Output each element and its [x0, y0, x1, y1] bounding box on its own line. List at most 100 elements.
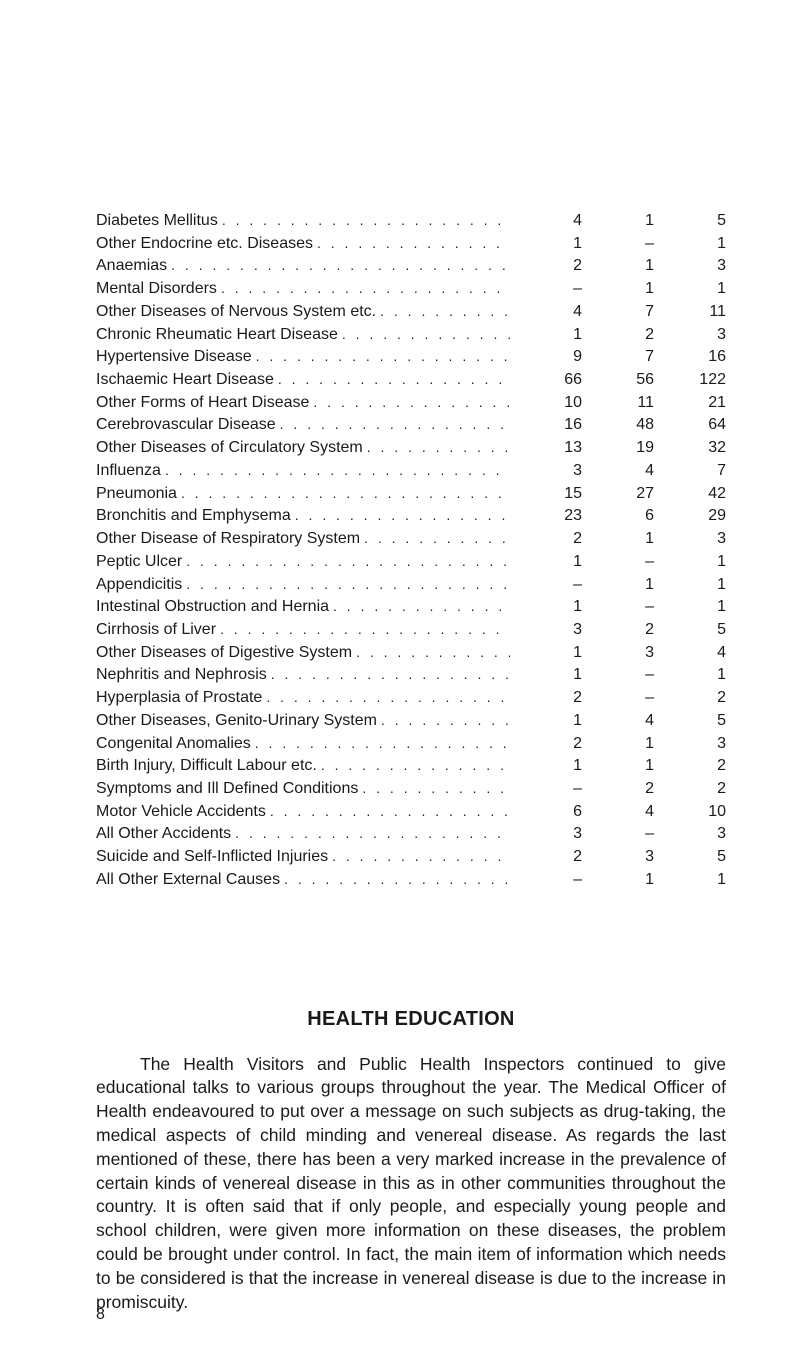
- col-2: –: [582, 664, 654, 687]
- col-3: 3: [654, 528, 726, 551]
- col-1: 6: [510, 801, 582, 824]
- row-label: Peptic Ulcer: [96, 551, 182, 574]
- col-2: 3: [582, 846, 654, 869]
- col-2: 11: [582, 392, 654, 415]
- row-label: Bronchitis and Emphysema: [96, 505, 291, 528]
- col-1: 1: [510, 642, 582, 665]
- row-label: Other Diseases of Digestive System: [96, 642, 352, 665]
- col-2: 48: [582, 414, 654, 437]
- col-3: 32: [654, 437, 726, 460]
- col-2: 19: [582, 437, 654, 460]
- table-row: All Other Accidents. . . . . . . . . . .…: [96, 823, 726, 846]
- table-row: Influenza. . . . . . . . . . . . . . . .…: [96, 460, 726, 483]
- col-2: –: [582, 823, 654, 846]
- row-label: Mental Disorders: [96, 278, 217, 301]
- leader-dots: . . . . . . . . . . . . . . . . . . . . …: [216, 620, 510, 640]
- row-label: Appendicitis: [96, 574, 182, 597]
- row-label: Cerebrovascular Disease: [96, 414, 276, 437]
- table-row: Hyperplasia of Prostate. . . . . . . . .…: [96, 687, 726, 710]
- table-row: Other Diseases of Nervous System etc.. .…: [96, 301, 726, 324]
- col-1: 3: [510, 460, 582, 483]
- table-row: Nephritis and Nephrosis. . . . . . . . .…: [96, 664, 726, 687]
- row-label: Pneumonia: [96, 483, 177, 506]
- row-label: Hyperplasia of Prostate: [96, 687, 262, 710]
- col-2: 6: [582, 505, 654, 528]
- row-label: Influenza: [96, 460, 161, 483]
- leader-dots: . . . . . . . . . . . . . . . . . . . . …: [217, 279, 510, 299]
- col-2: 27: [582, 483, 654, 506]
- col-3: 1: [654, 574, 726, 597]
- leader-dots: . . . . . . . . . . . . . . . . . . . . …: [280, 870, 510, 890]
- col-1: –: [510, 278, 582, 301]
- col-2: 1: [582, 733, 654, 756]
- col-3: 21: [654, 392, 726, 415]
- table-row: Motor Vehicle Accidents. . . . . . . . .…: [96, 801, 726, 824]
- col-3: 1: [654, 278, 726, 301]
- col-1: –: [510, 869, 582, 892]
- row-label: Hypertensive Disease: [96, 346, 252, 369]
- col-2: –: [582, 596, 654, 619]
- col-2: 1: [582, 755, 654, 778]
- col-3: 16: [654, 346, 726, 369]
- leader-dots: . . . . . . . . . . . . . . . . . . . . …: [338, 325, 510, 345]
- table-row: Mental Disorders. . . . . . . . . . . . …: [96, 278, 726, 301]
- row-label: Other Diseases of Circulatory System: [96, 437, 363, 460]
- row-label: Congenital Anomalies: [96, 733, 251, 756]
- col-3: 5: [654, 846, 726, 869]
- table-row: Pneumonia. . . . . . . . . . . . . . . .…: [96, 483, 726, 506]
- leader-dots: . . . . . . . . . . . . . . . . . . . . …: [317, 756, 510, 776]
- row-label: Suicide and Self-Inflicted Injuries: [96, 846, 328, 869]
- col-1: 1: [510, 233, 582, 256]
- col-2: 1: [582, 210, 654, 233]
- col-3: 11: [654, 301, 726, 324]
- col-1: 23: [510, 505, 582, 528]
- col-3: 3: [654, 733, 726, 756]
- row-label: Intestinal Obstruction and Hernia: [96, 596, 329, 619]
- col-2: –: [582, 551, 654, 574]
- col-1: 1: [510, 664, 582, 687]
- col-2: –: [582, 233, 654, 256]
- col-1: 10: [510, 392, 582, 415]
- col-1: 3: [510, 823, 582, 846]
- leader-dots: . . . . . . . . . . . . . . . . . . . . …: [262, 688, 510, 708]
- table-row: Anaemias. . . . . . . . . . . . . . . . …: [96, 255, 726, 278]
- row-label: Ischaemic Heart Disease: [96, 369, 274, 392]
- row-label: Diabetes Mellitus: [96, 210, 218, 233]
- leader-dots: . . . . . . . . . . . . . . . . . . . . …: [328, 847, 510, 867]
- table-row: Chronic Rheumatic Heart Disease. . . . .…: [96, 324, 726, 347]
- leader-dots: . . . . . . . . . . . . . . . . . . . . …: [358, 779, 510, 799]
- row-label: Nephritis and Nephrosis: [96, 664, 267, 687]
- row-label: Symptoms and Ill Defined Conditions: [96, 778, 358, 801]
- leader-dots: . . . . . . . . . . . . . . . . . . . . …: [167, 256, 510, 276]
- col-3: 3: [654, 255, 726, 278]
- col-1: 4: [510, 301, 582, 324]
- col-1: 2: [510, 255, 582, 278]
- leader-dots: . . . . . . . . . . . . . . . . . . . . …: [276, 415, 510, 435]
- table-row: Other Diseases of Digestive System. . . …: [96, 642, 726, 665]
- col-1: 1: [510, 551, 582, 574]
- col-3: 1: [654, 869, 726, 892]
- col-2: 1: [582, 255, 654, 278]
- col-1: 1: [510, 596, 582, 619]
- col-2: 7: [582, 346, 654, 369]
- leader-dots: . . . . . . . . . . . . . . . . . . . . …: [377, 711, 510, 731]
- table-row: Other Endocrine etc. Diseases. . . . . .…: [96, 233, 726, 256]
- col-2: 4: [582, 460, 654, 483]
- table-row: Intestinal Obstruction and Hernia. . . .…: [96, 596, 726, 619]
- col-3: 3: [654, 324, 726, 347]
- col-2: 2: [582, 778, 654, 801]
- col-2: 1: [582, 869, 654, 892]
- row-label: Chronic Rheumatic Heart Disease: [96, 324, 338, 347]
- col-2: 56: [582, 369, 654, 392]
- col-1: 13: [510, 437, 582, 460]
- col-1: 4: [510, 210, 582, 233]
- page-number: 8: [96, 1306, 105, 1324]
- col-3: 5: [654, 710, 726, 733]
- col-1: 9: [510, 346, 582, 369]
- row-label: Other Diseases, Genito-Urinary System: [96, 710, 377, 733]
- row-label: Other Disease of Respiratory System: [96, 528, 360, 551]
- table-row: Other Forms of Heart Disease. . . . . . …: [96, 392, 726, 415]
- table-row: Hypertensive Disease. . . . . . . . . . …: [96, 346, 726, 369]
- col-3: 1: [654, 233, 726, 256]
- col-3: 122: [654, 369, 726, 392]
